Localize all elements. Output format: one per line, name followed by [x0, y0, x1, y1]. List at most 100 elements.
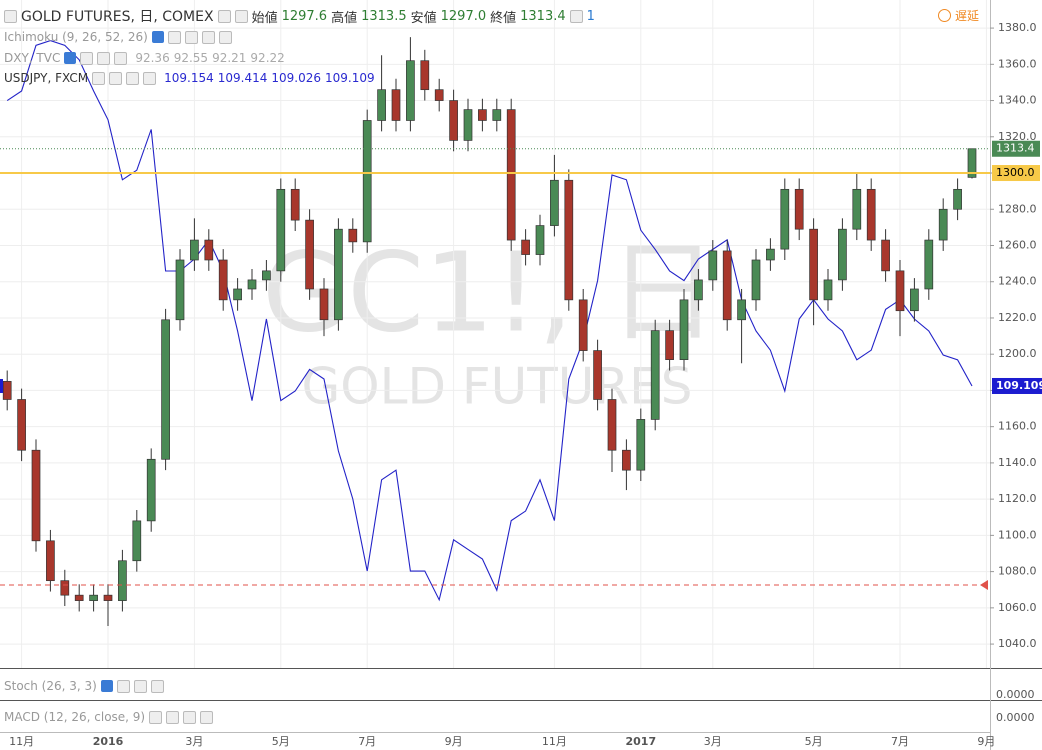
candle-body — [46, 540, 55, 582]
low-label: 安値 — [410, 10, 437, 26]
candle-body — [809, 228, 818, 301]
candle-body — [478, 109, 487, 121]
candle-body — [780, 188, 790, 250]
candle-body — [406, 60, 415, 121]
y-tick-label: 1040.0 — [998, 637, 1037, 650]
candle-body — [362, 120, 372, 243]
study-value: 92.21 — [212, 51, 247, 65]
candle-body — [319, 288, 329, 321]
study-value: 109.154 — [164, 71, 214, 85]
candle-body — [89, 594, 98, 601]
candle-body — [737, 299, 746, 321]
candle-body — [838, 228, 847, 281]
x-tick-label: 11月 — [9, 735, 34, 748]
candle-body — [2, 381, 12, 400]
pane-name[interactable]: MACD (12, 26, close, 9) — [4, 710, 146, 724]
alert-count[interactable]: 1 — [586, 8, 595, 24]
eye-icon[interactable] — [64, 52, 77, 64]
candle-body — [751, 259, 761, 301]
candle-body — [535, 225, 545, 255]
low-value: 1297.0 — [440, 8, 487, 24]
candle-body — [679, 299, 689, 360]
candle-body — [650, 330, 660, 420]
candle-body — [578, 299, 588, 351]
candle-body — [218, 259, 228, 301]
open-value: 1297.6 — [281, 8, 328, 24]
candle-body — [449, 100, 458, 141]
candle-body — [247, 279, 257, 290]
y-tick-label: 1120.0 — [998, 492, 1037, 505]
x-tick-label: 2016 — [93, 735, 124, 748]
collapse-icon[interactable] — [4, 9, 17, 23]
study-value: 109.109 — [324, 71, 375, 85]
study-value: 109.414 — [217, 71, 268, 85]
eye-icon[interactable] — [100, 680, 113, 692]
candle-body — [190, 239, 199, 261]
y-tick-label: 1280.0 — [998, 202, 1037, 215]
y-tick-label: 1240.0 — [998, 275, 1037, 288]
candle-body — [377, 89, 386, 121]
pane-name[interactable]: Stoch (26, 3, 3) — [4, 679, 97, 693]
study-name[interactable]: Ichimoku (9, 26, 52, 26) — [4, 30, 148, 44]
candle-body — [60, 580, 70, 596]
candle-body — [31, 449, 41, 542]
y-tick-label: 1380.0 — [998, 21, 1037, 34]
watermark-symbol: GC1!, 日 — [262, 228, 718, 356]
y-tick-label: 1320.0 — [998, 130, 1037, 143]
y-tick-label: 1160.0 — [998, 420, 1037, 433]
study-name[interactable]: DXY, TVC — [4, 51, 61, 65]
delay-badge[interactable]: 遅延 — [938, 7, 979, 24]
y-tick-label: 1080.0 — [998, 565, 1037, 578]
candle-body — [665, 330, 674, 360]
study-value: 92.22 — [250, 51, 285, 65]
high-label: 高値 — [331, 10, 358, 26]
close-icon[interactable] — [234, 9, 248, 23]
price-label: 1313.4 — [996, 142, 1035, 155]
candle-body — [103, 594, 113, 601]
candle-body — [305, 219, 314, 290]
high-value: 1313.5 — [361, 8, 407, 24]
pane-legend: Stoch (26, 3, 3) — [4, 679, 164, 693]
candle-body — [391, 89, 401, 121]
candle-body — [636, 419, 646, 471]
candle-body — [722, 250, 732, 321]
candle-body — [420, 60, 430, 91]
x-tick-label: 11月 — [542, 735, 567, 748]
settings-icon[interactable] — [217, 9, 231, 23]
candle-body — [276, 188, 286, 272]
price-label: 1300.0 — [996, 166, 1035, 179]
candle-body — [118, 560, 127, 601]
candle-body — [506, 109, 516, 241]
y-tick-label: 1100.0 — [998, 528, 1037, 541]
y-tick-label: 1260.0 — [998, 238, 1037, 251]
alert-icon[interactable] — [569, 9, 583, 23]
candle-body — [881, 239, 890, 272]
pane-axis-label: 0.0000 — [996, 711, 1035, 724]
candle-body — [622, 449, 631, 471]
candle-body — [794, 188, 804, 230]
candle-body — [694, 279, 703, 301]
candle-body — [17, 399, 26, 451]
price-label-bg — [992, 165, 1040, 182]
candle-body — [434, 89, 444, 101]
candle-body — [895, 270, 905, 312]
pane-legend: MACD (12, 26, close, 9) — [4, 710, 214, 724]
candle-body — [924, 239, 934, 290]
eye-icon[interactable] — [151, 31, 164, 43]
symbol[interactable]: GOLD FUTURES, 日, COMEX — [21, 9, 214, 25]
candle-body — [262, 270, 271, 281]
study-row: DXY, TVC 92.36 92.55 92.21 92.22 — [4, 51, 285, 65]
study-value: 92.36 — [135, 51, 170, 65]
candle-body — [233, 288, 242, 301]
study-name[interactable]: USDJPY, FXCM — [4, 71, 89, 85]
x-tick-label: 7月 — [891, 735, 909, 748]
candle-body — [953, 188, 962, 210]
study-value: 109.026 — [271, 71, 321, 85]
candle-body — [74, 594, 84, 601]
x-tick-label: 9月 — [977, 735, 995, 748]
candle-body — [550, 179, 559, 226]
candle-body — [910, 288, 919, 312]
candle-body — [146, 458, 156, 522]
study-value: 92.55 — [173, 51, 209, 65]
